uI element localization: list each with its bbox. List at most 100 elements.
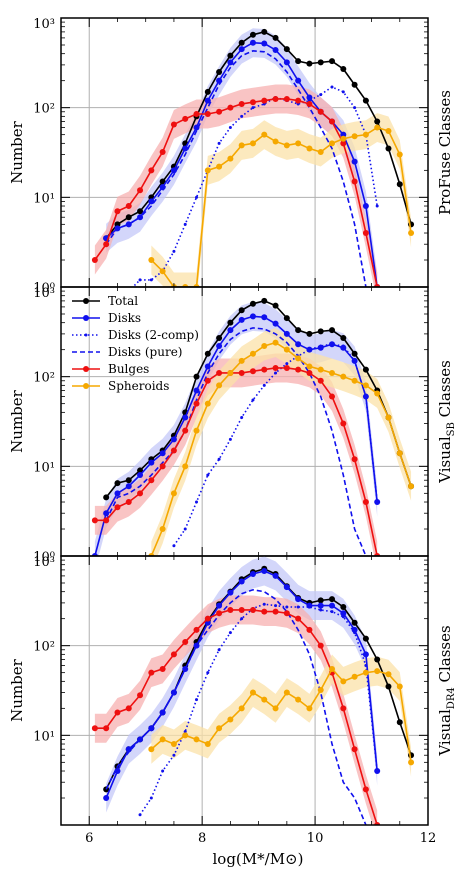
point-bulges bbox=[159, 463, 166, 470]
point-disks bbox=[362, 203, 369, 210]
point-disks-2-comp bbox=[262, 602, 266, 606]
series-line-total bbox=[105, 31, 412, 239]
point-spheroids bbox=[374, 668, 381, 675]
point-disks bbox=[283, 59, 290, 66]
point-spheroids bbox=[193, 736, 200, 743]
point-disks bbox=[170, 436, 177, 443]
point-disks-2-comp bbox=[285, 362, 289, 366]
point-spheroids bbox=[295, 140, 302, 147]
plot-frame bbox=[60, 555, 429, 826]
point-disks bbox=[204, 363, 211, 370]
series-line-disks-2-comp bbox=[131, 86, 378, 287]
point-spheroids bbox=[272, 138, 279, 145]
point-disks-2-comp bbox=[183, 527, 187, 531]
point-total bbox=[295, 327, 302, 334]
point-spheroids bbox=[408, 230, 415, 237]
point-bulges bbox=[340, 705, 347, 712]
point-disks-2-comp bbox=[195, 698, 199, 702]
point-spheroids bbox=[238, 142, 245, 149]
point-spheroids bbox=[340, 373, 347, 380]
point-bulges bbox=[329, 118, 336, 125]
point-total bbox=[396, 719, 403, 726]
point-disks-2-comp bbox=[285, 605, 289, 609]
point-total bbox=[340, 603, 347, 610]
point-spheroids bbox=[159, 268, 166, 275]
point-total bbox=[374, 118, 381, 125]
point-disks bbox=[238, 316, 245, 323]
point-disks bbox=[182, 414, 189, 421]
point-total bbox=[362, 97, 369, 104]
point-spheroids bbox=[159, 526, 166, 533]
point-disks bbox=[170, 167, 177, 174]
point-spheroids bbox=[238, 357, 245, 364]
point-disks-2-comp bbox=[375, 769, 379, 773]
point-disks-2-comp bbox=[341, 90, 345, 94]
point-disks bbox=[272, 320, 279, 327]
point-disks bbox=[249, 570, 256, 577]
point-disks-2-comp bbox=[228, 437, 232, 441]
x-axis-label: log(M*/M⊙) bbox=[213, 850, 304, 868]
point-disks-2-comp bbox=[341, 344, 345, 348]
legend-entry: Disks (pure) bbox=[108, 345, 182, 359]
point-disks bbox=[204, 97, 211, 104]
point-disks-2-comp bbox=[138, 278, 142, 282]
point-total bbox=[385, 683, 392, 690]
point-spheroids bbox=[329, 369, 336, 376]
point-disks-2-comp bbox=[149, 278, 153, 282]
point-spheroids bbox=[396, 450, 403, 457]
point-total bbox=[193, 373, 200, 380]
point-total bbox=[238, 307, 245, 314]
band-spheroids bbox=[151, 113, 412, 287]
point-total bbox=[340, 334, 347, 341]
point-disks bbox=[227, 59, 234, 66]
y-tick-label: 10³ bbox=[33, 286, 55, 301]
point-total bbox=[362, 366, 369, 373]
point-total bbox=[351, 619, 358, 626]
y-tick-label: 10² bbox=[33, 371, 55, 386]
point-total bbox=[317, 59, 324, 66]
point-disks-2-comp bbox=[307, 348, 311, 352]
point-disks bbox=[148, 459, 155, 466]
point-bulges bbox=[216, 610, 223, 617]
point-spheroids bbox=[362, 131, 369, 138]
panel-2: 10³ 10² 10¹ 10⁰ Number VisualSB Classes bbox=[8, 286, 457, 565]
point-total bbox=[114, 221, 121, 228]
point-bulges bbox=[114, 709, 121, 716]
point-bulges bbox=[216, 108, 223, 115]
point-disks bbox=[227, 327, 234, 334]
point-disks bbox=[249, 313, 256, 320]
point-disks bbox=[283, 584, 290, 591]
point-bulges bbox=[283, 364, 290, 371]
point-bulges bbox=[159, 665, 166, 672]
legend-marker bbox=[84, 333, 88, 337]
y-axis-label: Number bbox=[8, 120, 26, 183]
point-bulges bbox=[272, 608, 279, 615]
point-spheroids bbox=[340, 135, 347, 142]
point-spheroids bbox=[193, 427, 200, 434]
point-disks bbox=[272, 46, 279, 53]
point-spheroids bbox=[261, 696, 268, 703]
point-bulges bbox=[317, 642, 324, 649]
point-disks-2-comp bbox=[206, 671, 210, 675]
point-total bbox=[329, 58, 336, 65]
point-bulges bbox=[306, 626, 313, 633]
point-bulges bbox=[114, 208, 121, 215]
panel-label: VisualDR4 Classes bbox=[436, 625, 457, 756]
point-disks-2-comp bbox=[228, 126, 232, 130]
point-total bbox=[306, 60, 313, 67]
point-total bbox=[204, 350, 211, 357]
y-tick-label: 10¹ bbox=[33, 191, 55, 206]
point-bulges bbox=[249, 606, 256, 613]
point-bulges bbox=[170, 651, 177, 658]
point-disks-2-comp bbox=[172, 544, 176, 548]
point-spheroids bbox=[295, 696, 302, 703]
point-disks bbox=[238, 578, 245, 585]
point-disks-2-comp bbox=[375, 204, 379, 208]
point-bulges bbox=[114, 504, 121, 511]
point-disks bbox=[329, 602, 336, 609]
point-bulges bbox=[216, 369, 223, 376]
point-total bbox=[249, 300, 256, 307]
point-bulges bbox=[351, 746, 358, 753]
point-spheroids bbox=[238, 705, 245, 712]
